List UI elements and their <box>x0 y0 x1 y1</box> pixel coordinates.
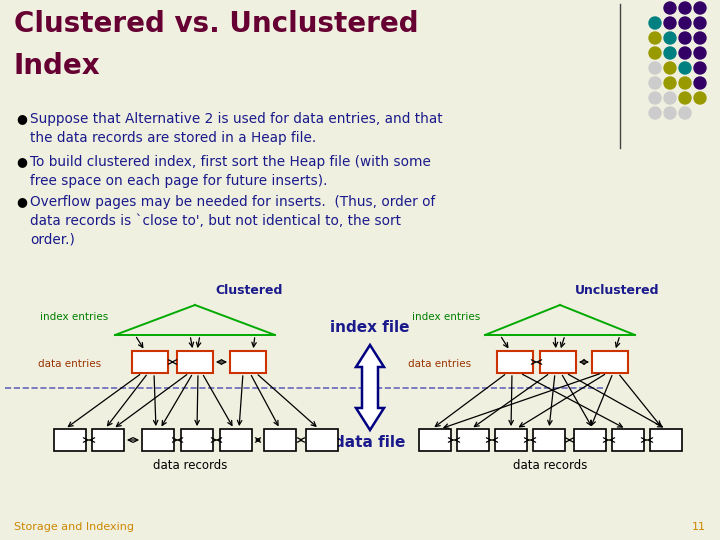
Text: index entries: index entries <box>412 312 480 322</box>
Text: data entries: data entries <box>38 359 101 369</box>
Text: ●: ● <box>16 155 27 168</box>
Bar <box>142 429 174 451</box>
Circle shape <box>649 17 661 29</box>
Circle shape <box>664 77 676 89</box>
Bar <box>592 351 628 373</box>
Bar <box>54 429 86 451</box>
Text: Clustered: Clustered <box>215 284 282 297</box>
Circle shape <box>649 62 661 74</box>
Circle shape <box>694 92 706 104</box>
Text: data file: data file <box>334 435 405 450</box>
Text: index entries: index entries <box>40 312 108 322</box>
Circle shape <box>679 77 691 89</box>
Text: index file: index file <box>330 320 410 335</box>
Bar <box>264 429 296 451</box>
Text: Clustered vs. Unclustered: Clustered vs. Unclustered <box>14 10 418 38</box>
Circle shape <box>694 2 706 14</box>
Bar <box>497 351 533 373</box>
Bar <box>540 351 576 373</box>
Circle shape <box>694 77 706 89</box>
Circle shape <box>694 47 706 59</box>
Bar <box>92 429 124 451</box>
Text: data records: data records <box>153 459 228 472</box>
Bar <box>177 351 213 373</box>
Bar <box>457 429 489 451</box>
Text: Suppose that Alternative 2 is used for data entries, and that
the data records a: Suppose that Alternative 2 is used for d… <box>30 112 443 145</box>
Circle shape <box>679 62 691 74</box>
Text: Unclustered: Unclustered <box>575 284 660 297</box>
Bar <box>495 429 527 451</box>
Bar <box>612 429 644 451</box>
Text: 11: 11 <box>692 522 706 532</box>
Bar <box>419 429 451 451</box>
Circle shape <box>694 32 706 44</box>
Text: data entries: data entries <box>408 359 471 369</box>
Text: Storage and Indexing: Storage and Indexing <box>14 522 134 532</box>
Circle shape <box>664 2 676 14</box>
Circle shape <box>664 62 676 74</box>
Circle shape <box>679 107 691 119</box>
Bar <box>181 429 213 451</box>
Text: To build clustered index, first sort the Heap file (with some
free space on each: To build clustered index, first sort the… <box>30 155 431 188</box>
Circle shape <box>679 32 691 44</box>
Bar <box>533 429 565 451</box>
Circle shape <box>679 2 691 14</box>
Circle shape <box>664 92 676 104</box>
Circle shape <box>649 77 661 89</box>
Circle shape <box>664 17 676 29</box>
Text: Overflow pages may be needed for inserts.  (Thus, order of
data records is `clos: Overflow pages may be needed for inserts… <box>30 195 436 247</box>
Text: ●: ● <box>16 112 27 125</box>
Bar <box>650 429 682 451</box>
Text: data records: data records <box>513 459 588 472</box>
Circle shape <box>664 47 676 59</box>
Text: Index: Index <box>14 52 101 80</box>
Circle shape <box>664 32 676 44</box>
Circle shape <box>649 47 661 59</box>
Circle shape <box>694 62 706 74</box>
Bar <box>574 429 606 451</box>
Circle shape <box>664 107 676 119</box>
Bar <box>230 351 266 373</box>
Polygon shape <box>356 345 384 430</box>
Text: ●: ● <box>16 195 27 208</box>
Circle shape <box>694 17 706 29</box>
Bar <box>220 429 252 451</box>
Circle shape <box>679 47 691 59</box>
Bar <box>132 351 168 373</box>
Circle shape <box>649 92 661 104</box>
Bar <box>306 429 338 451</box>
Circle shape <box>679 92 691 104</box>
Circle shape <box>649 107 661 119</box>
Circle shape <box>679 17 691 29</box>
Circle shape <box>649 32 661 44</box>
